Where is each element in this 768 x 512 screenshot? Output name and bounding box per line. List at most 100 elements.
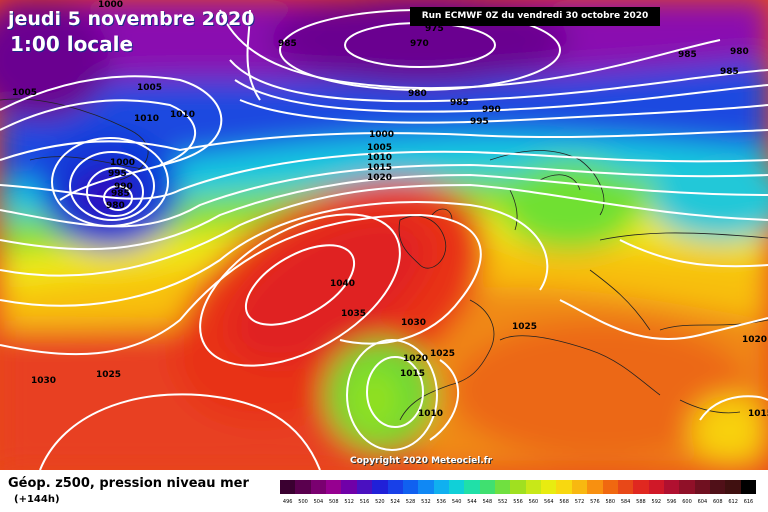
- pressure-label: 1030: [401, 318, 426, 328]
- legend-swatch: [571, 480, 588, 494]
- legend-swatch: [541, 480, 557, 494]
- isobar-990: [234, 79, 768, 113]
- pressure-label: 1030: [31, 376, 56, 386]
- pressure-label: 1010: [367, 153, 392, 163]
- legend-swatch: [341, 480, 357, 494]
- pressure-label: 1005: [12, 88, 37, 98]
- isobar-1010: [0, 99, 197, 166]
- legend-tick: 536: [436, 499, 447, 505]
- isobar-1025-e: [619, 239, 768, 268]
- pressure-label: 990: [482, 105, 501, 115]
- legend-tick: 584: [620, 499, 631, 505]
- pressure-label: 1000: [98, 0, 123, 10]
- legend-tick: 504: [313, 499, 324, 505]
- legend-tick: 516: [359, 499, 370, 505]
- legend-tick: 596: [666, 499, 677, 505]
- isobar-labels: 1000 985 975 970 985 980 985 1005 1005 1…: [12, 0, 768, 419]
- legend-title: Géop. z500, pression niveau mer: [8, 476, 249, 491]
- legend-tick: 500: [298, 499, 308, 505]
- pressure-label: 975: [425, 24, 444, 34]
- geopotential-field: 1000 985 975 970 985 980 985 1005 1005 1…: [0, 0, 768, 470]
- run-info: Run ECMWF 0Z du vendredi 30 octobre 2020: [410, 7, 660, 26]
- legend-swatch: [663, 480, 680, 494]
- isobar-1015-e: [699, 395, 768, 421]
- legend-tick: 564: [544, 499, 554, 505]
- legend-swatch: [617, 480, 634, 494]
- pressure-label: 970: [410, 39, 429, 49]
- pressure-label: 985: [678, 50, 697, 60]
- isobar-985-low: [86, 167, 144, 217]
- legend-swatch: [495, 480, 511, 494]
- legend-tick: 520: [375, 499, 385, 505]
- legend-swatch: [387, 480, 403, 494]
- legend-swatch: [280, 480, 296, 494]
- pressure-label: 1010: [418, 409, 443, 419]
- isobar-990-low: [69, 151, 155, 221]
- legend-subtitle: (+144h): [14, 494, 60, 505]
- legend-tick: 608: [712, 499, 723, 505]
- legend-tick: 592: [651, 499, 662, 505]
- legend-tick: 512: [344, 499, 354, 505]
- color-legend: [280, 480, 757, 494]
- isobar-1010-s: [366, 356, 424, 428]
- pressure-label: 995: [470, 117, 489, 127]
- pressure-label: 1025: [430, 349, 455, 359]
- legend-swatch: [587, 480, 603, 494]
- isobar-985: [229, 59, 768, 103]
- pressure-label: 1010: [134, 114, 159, 124]
- legend-tick: 616: [743, 499, 754, 505]
- isobar-1025: [0, 201, 549, 307]
- legend-tick: 524: [390, 499, 400, 505]
- legend-swatch: [602, 480, 618, 494]
- pressure-label: 985: [720, 67, 739, 77]
- pressure-label: 1010: [170, 110, 195, 120]
- pressure-label: 1015: [400, 369, 425, 379]
- legend-swatch: [710, 480, 726, 494]
- legend-swatch: [740, 480, 757, 494]
- pressure-label: 995: [108, 169, 127, 179]
- legend-swatch: [679, 480, 695, 494]
- isobar-1020-e: [559, 299, 768, 340]
- isobar-1015: [0, 173, 768, 251]
- legend-tick: 540: [451, 499, 462, 505]
- isobar-985-b: [246, 9, 261, 101]
- legend-tick: 572: [574, 499, 585, 505]
- legend-swatch: [725, 480, 741, 494]
- pressure-label: 985: [450, 98, 469, 108]
- pressure-label: 980: [106, 201, 125, 211]
- isobar-1030: [0, 213, 482, 356]
- legend-tick: 548: [482, 499, 493, 505]
- legend-swatch: [326, 480, 342, 494]
- isobar-1010-b: [0, 163, 768, 228]
- legend-tick: 588: [636, 499, 646, 505]
- coastlines: [0, 98, 768, 421]
- pressure-label: 980: [730, 47, 749, 57]
- pressure-label: 1020: [742, 335, 767, 345]
- legend-tick: 576: [590, 499, 600, 505]
- legend-swatch: [556, 480, 572, 494]
- isobar-1025-sw: [39, 393, 321, 470]
- copyright: Copyright 2020 Meteociel.fr: [350, 456, 493, 466]
- legend-tick: 544: [467, 499, 477, 505]
- legend-tick: 528: [405, 499, 416, 505]
- isobar-1005-b: [0, 150, 768, 200]
- pressure-label: 985: [278, 39, 297, 49]
- legend-swatch: [694, 480, 711, 494]
- isobar-1020-s: [429, 359, 459, 441]
- color-field: [0, 0, 768, 470]
- legend-swatch: [433, 480, 449, 494]
- legend-swatch: [479, 480, 496, 494]
- isobar-1005: [0, 75, 223, 201]
- pressure-label: 1040: [330, 279, 355, 289]
- legend-swatch: [633, 480, 649, 494]
- legend-swatch: [418, 480, 434, 494]
- legend-swatch: [372, 480, 388, 494]
- legend-swatch: [510, 480, 526, 494]
- legend-tick: 600: [682, 499, 692, 505]
- legend-tick: 560: [528, 499, 539, 505]
- legend-tick: 604: [697, 499, 708, 505]
- legend-swatch: [448, 480, 465, 494]
- isobar-980: [219, 9, 721, 90]
- legend-swatch: [402, 480, 419, 494]
